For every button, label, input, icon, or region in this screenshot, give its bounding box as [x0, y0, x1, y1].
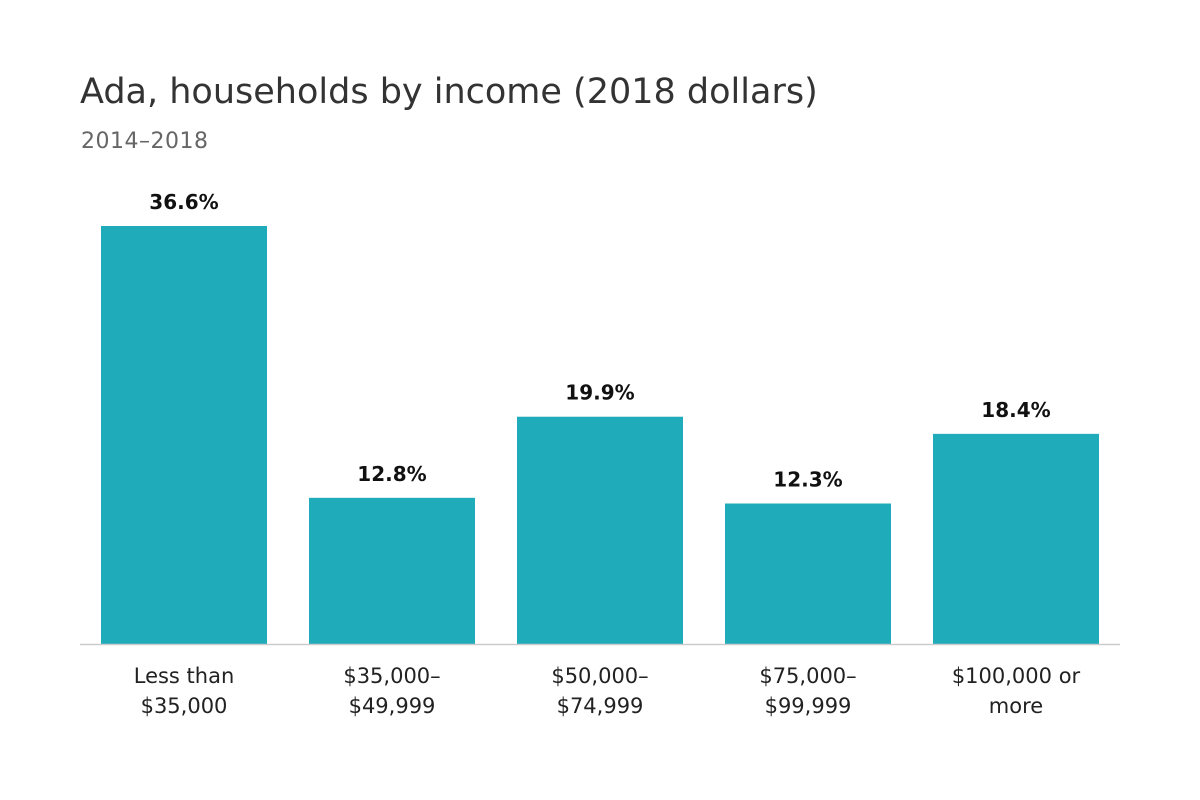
x-tick-label-3: $50,000– $74,999: [551, 664, 648, 718]
x-tick-label-line: Less than: [134, 664, 235, 688]
x-tick-label-line: $75,000–: [759, 664, 856, 688]
bar-3: [517, 416, 683, 644]
bar-2: [309, 497, 475, 644]
chart-subtitle: 2014–2018: [81, 129, 209, 154]
bar-1: [101, 226, 267, 644]
bar-value-label-1: 36.6%: [149, 190, 218, 214]
bar-value-label-2: 12.8%: [357, 462, 426, 486]
x-tick-label-2: $35,000– $49,999: [343, 664, 440, 718]
x-tick-label-line: $50,000–: [551, 664, 648, 688]
x-tick-label-line: $100,000 or: [952, 664, 1081, 688]
x-tick-labels-group: Less than $35,000$35,000– $49,999$50,000– $…: [134, 664, 1081, 718]
x-tick-label-line: $99,999: [765, 694, 852, 718]
chart-title: Ada, households by income (2018 dollars): [80, 72, 818, 112]
x-tick-label-line: $49,999: [349, 694, 436, 718]
x-tick-label-1: Less than $35,000: [134, 664, 235, 718]
x-tick-label-line: $35,000–: [343, 664, 440, 688]
bar-4: [725, 503, 891, 644]
bar-value-label-4: 12.3%: [773, 468, 842, 492]
x-tick-label-5: $100,000 or more: [952, 664, 1081, 718]
x-tick-label-line: $74,999: [557, 694, 644, 718]
bars-group: [101, 226, 1099, 644]
x-tick-label-line: $35,000: [141, 694, 228, 718]
bar-value-label-5: 18.4%: [981, 398, 1050, 422]
bar-value-label-3: 19.9%: [565, 381, 634, 405]
x-tick-label-line: more: [989, 694, 1043, 718]
bar-5: [933, 433, 1099, 644]
x-tick-label-4: $75,000– $99,999: [759, 664, 856, 718]
value-labels-group: 36.6% 12.8% 19.9% 12.3% 18.4%: [149, 190, 1050, 492]
